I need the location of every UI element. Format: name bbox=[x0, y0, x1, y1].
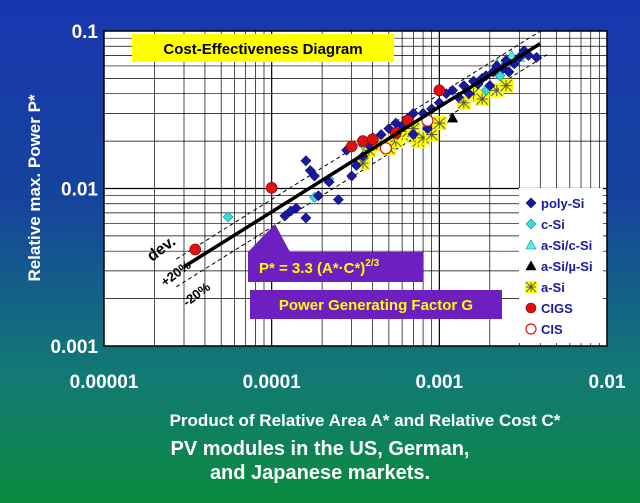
legend-marker bbox=[525, 239, 537, 250]
data-point-poly-si bbox=[350, 160, 362, 171]
legend-label: a-Si/µ-Si bbox=[541, 259, 593, 274]
legend-entry: c-Si bbox=[525, 217, 565, 232]
legend-entry: poly-Si bbox=[525, 196, 584, 211]
x-tick-label: 0.00001 bbox=[70, 372, 139, 393]
legend-label: a-Si bbox=[541, 280, 565, 295]
legend-label: c-Si bbox=[541, 217, 565, 232]
y-tick-label: 0.001 bbox=[50, 337, 98, 358]
data-point-c-si bbox=[222, 211, 234, 223]
y-tick-label: 0.01 bbox=[61, 180, 98, 201]
chart-title: Cost-Effectiveness Diagram bbox=[163, 41, 362, 58]
legend-entry: a-Si/c-Si bbox=[525, 238, 592, 253]
data-point-a-si bbox=[499, 78, 514, 93]
fit-annotation: P* = 3.3 (A*·C*)2/3 Power Generating Fac… bbox=[248, 224, 502, 319]
legend-label: a-Si/c-Si bbox=[541, 238, 592, 253]
legend-marker bbox=[525, 197, 537, 209]
data-point-poly-si bbox=[484, 80, 496, 92]
legend-marker bbox=[525, 218, 537, 230]
y-axis-label: Relative max. Power P* bbox=[25, 94, 44, 281]
data-point-poly-si bbox=[300, 155, 312, 167]
data-point-poly-si bbox=[300, 212, 312, 224]
legend-label: CIGS bbox=[541, 301, 573, 316]
data-point-poly-si bbox=[279, 210, 291, 222]
data-point-cigs bbox=[345, 140, 358, 153]
data-point-a-si bbox=[475, 92, 490, 107]
legend-entry: a-Si/µ-Si bbox=[525, 259, 593, 274]
legend-marker bbox=[525, 302, 537, 314]
fit-line-segment bbox=[183, 42, 542, 269]
legend-entry: a-Si bbox=[525, 280, 565, 295]
legend-marker bbox=[525, 281, 537, 293]
footer: PV modules in the US, German, and Japane… bbox=[0, 437, 640, 485]
data-point-cigs bbox=[265, 182, 278, 194]
chart-title-box: Cost-Effectiveness Diagram bbox=[132, 34, 394, 62]
data-point-poly-si bbox=[447, 84, 459, 96]
footer-line-2: and Japanese markets. bbox=[209, 462, 431, 484]
data-point-cigs bbox=[433, 84, 446, 97]
data-point-cigs bbox=[366, 133, 379, 146]
legend-entry: CIGS bbox=[525, 301, 573, 316]
y-tick-label: 0.1 bbox=[72, 22, 99, 43]
x-axis-label: Product of Relative Area A* and Relative… bbox=[170, 411, 561, 430]
data-point-a-si bbox=[432, 116, 447, 131]
fit-formula: P* = 3.3 (A*·C*)2/3 bbox=[259, 258, 380, 277]
legend-label: poly-Si bbox=[541, 196, 584, 211]
data-point-poly-si bbox=[309, 170, 320, 182]
data-point-a-si-si bbox=[447, 112, 459, 123]
x-tick-label: 0.001 bbox=[416, 372, 464, 393]
data-point-poly-si bbox=[503, 66, 515, 78]
y-axis-ticks: 0.001 0.01 0.1 bbox=[50, 22, 98, 358]
data-point-poly-si bbox=[312, 190, 324, 202]
x-tick-label: 0.0001 bbox=[243, 372, 302, 393]
legend-label: CIS bbox=[541, 322, 563, 337]
data-point-poly-si bbox=[346, 170, 358, 182]
data-point-cigs bbox=[189, 243, 202, 256]
data-point-poly-si bbox=[407, 129, 419, 140]
x-axis-ticks: 0.00001 0.0001 0.001 0.01 bbox=[70, 372, 626, 393]
data-point-poly-si bbox=[375, 129, 387, 140]
x-tick-label: 0.01 bbox=[589, 372, 626, 393]
legend-marker bbox=[525, 260, 537, 271]
fit-formula-exponent: 2/3 bbox=[365, 258, 379, 269]
data-point-c-si bbox=[494, 70, 506, 82]
data-point-cigs bbox=[357, 135, 369, 147]
data-point-cis bbox=[379, 142, 392, 155]
legend-marker bbox=[525, 323, 537, 335]
data-point-poly-si bbox=[332, 194, 344, 206]
data-point-poly-si bbox=[531, 51, 542, 63]
fit-line bbox=[183, 42, 542, 269]
fit-name: Power Generating Factor G bbox=[279, 297, 473, 314]
data-point-poly-si bbox=[285, 205, 297, 217]
legend-entry: CIS bbox=[525, 322, 563, 337]
footer-line-1: PV modules in the US, German, bbox=[170, 438, 470, 460]
legend: poly-Si c-Si a-Si/c-Si a-Si/µ-Si a-Si CIGS CIS bbox=[519, 188, 603, 343]
